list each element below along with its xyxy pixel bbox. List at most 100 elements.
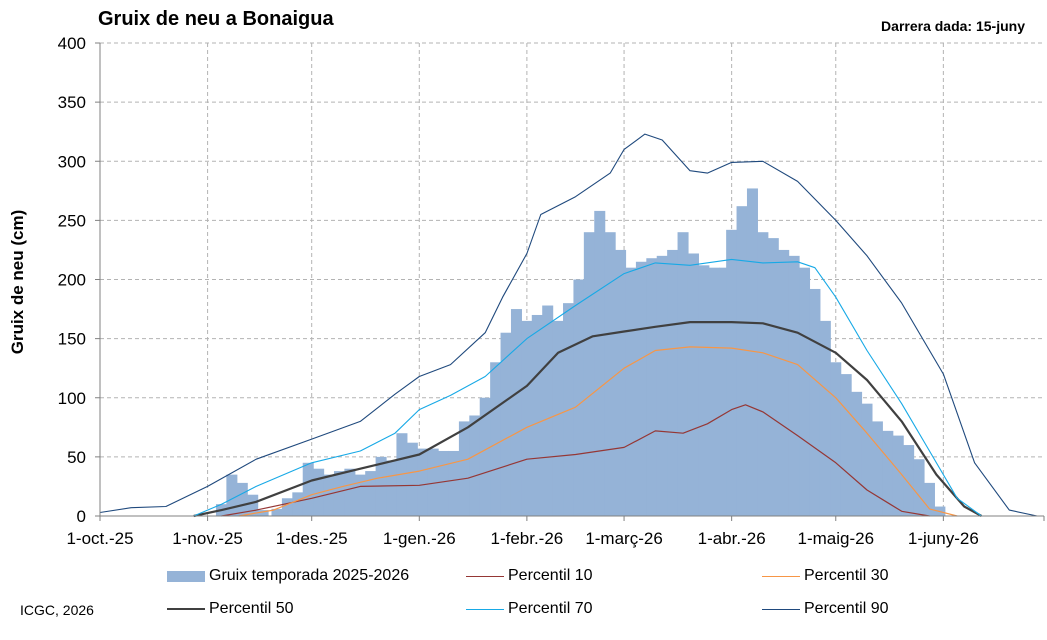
percentil-70-line <box>193 258 982 517</box>
y-tick-label: 300 <box>58 152 86 171</box>
snow-depth-bar <box>354 474 366 516</box>
snow-depth-bar <box>687 253 699 517</box>
snow-depth-bar <box>830 362 842 516</box>
snow-depth-bar <box>458 421 470 516</box>
snow-depth-bar <box>604 232 616 516</box>
x-tick-label: 1-abr.-26 <box>698 529 766 548</box>
legend-item: Percentil 90 <box>762 600 889 618</box>
last-data-date: Darrera dada: 15-juny <box>881 18 1025 34</box>
legend-label: Percentil 30 <box>804 567 889 584</box>
snow-depth-bar <box>292 492 304 516</box>
snow-depth-bar <box>677 232 689 516</box>
snow-depth-bar <box>757 232 769 516</box>
snow-depth-bar <box>365 471 377 516</box>
snow-depth-bar <box>767 238 779 517</box>
snow-depth-bar <box>594 210 606 517</box>
snow-depth-bar <box>479 397 491 516</box>
snow-depth-bar <box>799 267 811 516</box>
snow-depth-bar <box>531 314 543 516</box>
legend-item: Percentil 30 <box>762 567 889 585</box>
legend-swatch-bar <box>167 570 205 582</box>
snow-depth-bar <box>788 255 800 516</box>
bar-series-layer <box>215 188 946 517</box>
snow-depth-bar <box>323 474 335 516</box>
snow-depth-bar <box>809 288 821 516</box>
snow-depth-bar <box>333 471 345 516</box>
snow-depth-bar <box>552 320 564 516</box>
legend-swatch-line <box>762 575 800 577</box>
snow-depth-bar <box>882 430 894 516</box>
snow-depth-bar <box>871 421 883 516</box>
snow-depth-bar <box>840 374 852 516</box>
snow-depth-bar <box>698 265 710 516</box>
legend-label: Percentil 90 <box>804 600 889 617</box>
snow-depth-bar <box>746 188 758 516</box>
snow-depth-bar <box>861 403 873 516</box>
snow-depth-bar <box>490 362 502 516</box>
legend-label: Percentil 50 <box>209 600 294 617</box>
y-tick-label: 0 <box>77 507 86 526</box>
snow-depth-bar <box>226 474 238 516</box>
snow-depth-bar <box>344 468 356 516</box>
legend-label: Percentil 70 <box>508 600 593 617</box>
snow-depth-bar <box>236 482 248 516</box>
snow-depth-bar <box>302 462 314 516</box>
credit-text: ICGC, 2026 <box>20 602 94 618</box>
snow-depth-bar <box>257 510 269 516</box>
percentil-30-line <box>238 346 958 517</box>
snow-depth-bar <box>521 320 533 516</box>
snow-depth-bar <box>615 249 627 516</box>
snow-depth-bar <box>500 332 512 516</box>
legend-swatch-line <box>466 608 504 610</box>
snow-depth-bar <box>583 232 595 516</box>
x-tick-label: 1-gen.-26 <box>383 529 456 548</box>
legend-swatch-line <box>762 608 800 610</box>
x-tick-label: 1-juny-26 <box>908 529 979 548</box>
y-tick-label: 400 <box>58 34 86 53</box>
legend-item: Gruix temporada 2025-2026 <box>167 567 409 585</box>
legend-item: Percentil 50 <box>167 600 294 618</box>
snow-depth-bar <box>573 279 585 516</box>
y-tick-label: 50 <box>67 448 86 467</box>
x-tick-label: 1-febr.-26 <box>490 529 563 548</box>
snow-depth-bar <box>726 229 738 516</box>
snow-depth-bar <box>542 305 554 516</box>
percentil-10-line <box>221 404 930 517</box>
snow-depth-bar <box>708 267 720 516</box>
snow-depth-bar <box>913 459 925 516</box>
snow-depth-bar <box>427 448 439 516</box>
y-tick-label: 100 <box>58 389 86 408</box>
snow-depth-bar <box>736 206 748 516</box>
snow-depth-bar <box>667 249 679 516</box>
legend-item: Percentil 10 <box>466 567 593 585</box>
line-series-layer <box>99 133 1038 518</box>
y-tick-label: 350 <box>58 93 86 112</box>
snow-depth-bar <box>247 494 259 516</box>
x-tick-label: 1-març-26 <box>585 529 662 548</box>
snow-depth-bar <box>635 261 647 516</box>
legend-swatch-line <box>167 608 205 610</box>
snow-depth-bar <box>386 460 398 516</box>
snow-depth-bar <box>851 391 863 516</box>
x-tick-label: 1-nov.-25 <box>172 529 243 548</box>
axes: 0 50 100 150 200 250 300 350 400 1-oct.-25 1-nov.-… <box>58 34 1045 548</box>
snow-depth-bar <box>646 258 658 516</box>
legend-swatch-line <box>466 575 504 577</box>
snow-depth-bar <box>892 435 904 516</box>
percentil-50-line <box>193 321 983 518</box>
y-tick-label: 150 <box>58 330 86 349</box>
snow-depth-bar <box>448 450 460 516</box>
x-tick-label: 1-des.-25 <box>276 529 348 548</box>
x-tick-label: 1-oct.-25 <box>66 529 133 548</box>
x-tick-label: 1-maig-26 <box>797 529 874 548</box>
legend-label: Percentil 10 <box>508 567 593 584</box>
y-tick-label: 200 <box>58 271 86 290</box>
snow-depth-bar <box>271 508 283 516</box>
snow-depth-bar <box>656 255 668 516</box>
percentil-90-line <box>99 133 1038 517</box>
snow-depth-bar <box>778 249 790 516</box>
snow-depth-bar <box>417 448 429 516</box>
chart-title: Gruix de neu a Bonaigua <box>98 8 334 30</box>
